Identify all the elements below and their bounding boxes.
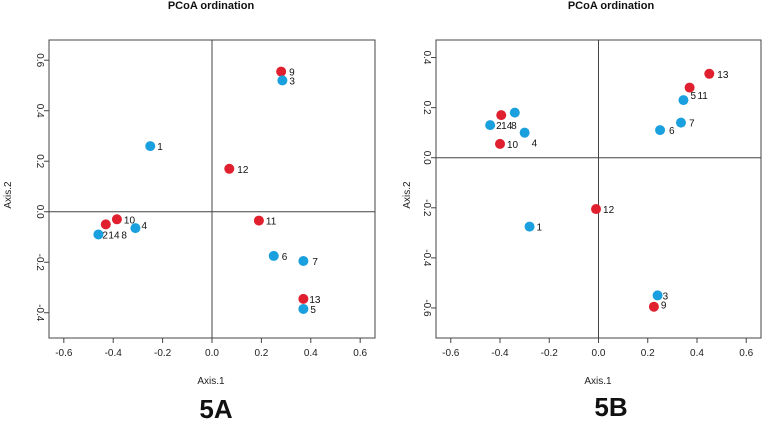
chart-5a: PCoA ordination -0.6 -0.4 -0.2 0.0 0.2 0.4 0.6… (3, 0, 376, 421)
chart-5a-y-tick-label: -0.4 (34, 304, 45, 322)
chart-5a-y-tick-label: -0.2 (34, 254, 45, 272)
chart-5b-y-tick-label: 0.2 (421, 101, 432, 115)
chart-5b-point-label: 3 (663, 291, 669, 302)
chart-5a-point-label: 1 (157, 142, 163, 153)
chart-5b-data-point (591, 204, 602, 215)
chart-5b-point-label: 5 (690, 91, 696, 102)
chart-5b-data-point (655, 125, 666, 136)
chart-5a-data-point (224, 163, 235, 174)
chart-5b-x-tick-label: -0.4 (491, 348, 509, 359)
chart-5b-data-point (684, 82, 695, 93)
chart-5a-data-point (100, 219, 111, 230)
chart-5b-x-tick-label: 0.6 (739, 348, 753, 359)
chart-5b-y-tick-label: -0.4 (421, 249, 432, 267)
chart-5a-point-label: 12 (237, 165, 249, 176)
chart-5b-point-label: 10 (507, 140, 519, 151)
chart-5b: PCoA ordination -0.6 -0.4 -0.2 0.0 0.2 0.4 0.6… (402, 0, 762, 421)
chart-5b-y-axis-label: Axis.2 (402, 181, 413, 209)
chart-5b-point-label: 8 (511, 121, 517, 132)
chart-5b-data-point (524, 221, 535, 232)
chart-5b-data-point (495, 138, 506, 149)
chart-5a-data-point (111, 214, 122, 225)
chart-5a-point-label: 5 (310, 305, 316, 316)
chart-5b-data-point (496, 110, 507, 121)
chart-5a-point-label: 3 (289, 76, 295, 87)
chart-5a-y-axis-label: Axis.2 (3, 181, 14, 209)
chart-5a-data-point (253, 215, 264, 226)
chart-5a-point-label: 11 (266, 217, 277, 228)
chart-5a-y-tick-label: 0.2 (34, 154, 45, 168)
panel-label-5a: 5A (199, 394, 232, 421)
chart-5a-axes: -0.6 -0.4 -0.2 0.0 0.2 0.4 0.6 -0.4 -0.2 0.0 0.2 0.… (34, 40, 375, 359)
chart-5b-x-tick-label: -0.2 (541, 348, 559, 359)
chart-5a-point-label: 9 (289, 68, 295, 79)
chart-5a-point-label: 4 (141, 221, 147, 232)
chart-5b-axes: -0.6 -0.4 -0.2 0.0 0.2 0.4 0.6 -0.6 -0.4 -0.2 0.0 0… (421, 40, 761, 359)
chart-5a-x-tick-label: 0.6 (353, 348, 367, 359)
chart-5b-point-label: 7 (689, 119, 695, 130)
chart-5b-point-label: 14 (501, 121, 513, 132)
chart-5a-points: 93 1 12 11 10 4 2 14 8 6 7 135 (93, 66, 321, 316)
chart-5a-y-tick-label: 0.4 (34, 104, 45, 118)
chart-5b-point-label: 13 (717, 70, 729, 81)
chart-5b-x-tick-label: 0.0 (592, 348, 606, 359)
chart-5a-point-label: 10 (124, 215, 136, 226)
chart-5a-point-label: 6 (282, 252, 288, 263)
chart-5b-point-label: 9 (661, 301, 667, 312)
chart-5a-point-label: 14 (108, 230, 120, 241)
chart-5a-data-point (298, 293, 309, 304)
chart-5b-point-label: 1 (537, 223, 543, 234)
chart-5a-data-point (276, 66, 287, 77)
chart-5a-x-tick-label: 0.2 (254, 348, 268, 359)
chart-5a-x-tick-label: -0.6 (55, 348, 73, 359)
chart-5a-point-label: 8 (121, 230, 127, 241)
chart-5b-data-point (519, 127, 530, 138)
chart-5a-x-axis-label: Axis.1 (197, 376, 225, 387)
chart-5a-data-point (130, 223, 141, 234)
chart-5b-point-label: 12 (603, 205, 615, 216)
chart-5a-point-label: 13 (309, 295, 321, 306)
chart-5b-point-label: 11 (697, 91, 708, 102)
chart-5a-x-tick-label: -0.4 (105, 348, 123, 359)
chart-5a-x-tick-label: 0.0 (205, 348, 219, 359)
chart-5b-data-point (485, 120, 496, 131)
chart-5b-y-tick-label: -0.2 (421, 199, 432, 217)
chart-5b-point-label: 6 (669, 126, 675, 137)
chart-5b-y-tick-label: 0.4 (421, 51, 432, 65)
chart-5b-y-tick-label: -0.6 (421, 299, 432, 317)
chart-5a-data-point (145, 141, 156, 152)
chart-5a-x-tick-label: 0.4 (304, 348, 318, 359)
chart-5a-point-label: 2 (102, 230, 108, 241)
chart-5a-title: PCoA ordination (168, 0, 255, 12)
chart-5a-data-point (298, 303, 309, 314)
chart-5a-data-point (277, 75, 288, 86)
chart-5b-x-axis-label: Axis.1 (584, 376, 612, 387)
chart-5a-data-point (93, 229, 104, 240)
chart-5a-y-tick-label: 0.6 (34, 53, 45, 67)
chart-5a-y-tick-label: 0.0 (34, 205, 45, 219)
chart-5b-data-point (652, 290, 663, 301)
chart-5b-data-point (648, 301, 659, 312)
chart-5b-data-point (675, 117, 686, 128)
chart-5b-x-tick-label: 0.2 (641, 348, 655, 359)
chart-5b-data-point (704, 68, 715, 79)
chart-5a-point-label: 7 (312, 257, 318, 268)
chart-5b-data-point (678, 95, 689, 106)
chart-5a-data-point (268, 250, 279, 261)
chart-5b-x-tick-label: 0.4 (690, 348, 704, 359)
panel-label-5b: 5B (594, 392, 627, 421)
chart-5a-x-tick-label: -0.2 (154, 348, 172, 359)
chart-5b-point-label: 2 (496, 121, 502, 132)
chart-5b-y-tick-label: 0.0 (421, 151, 432, 165)
chart-5b-data-point (509, 107, 520, 118)
chart-5b-x-tick-label: -0.6 (442, 348, 460, 359)
chart-5b-point-label: 4 (532, 139, 538, 150)
chart-5a-data-point (298, 255, 309, 266)
chart-5b-title: PCoA ordination (568, 0, 655, 12)
